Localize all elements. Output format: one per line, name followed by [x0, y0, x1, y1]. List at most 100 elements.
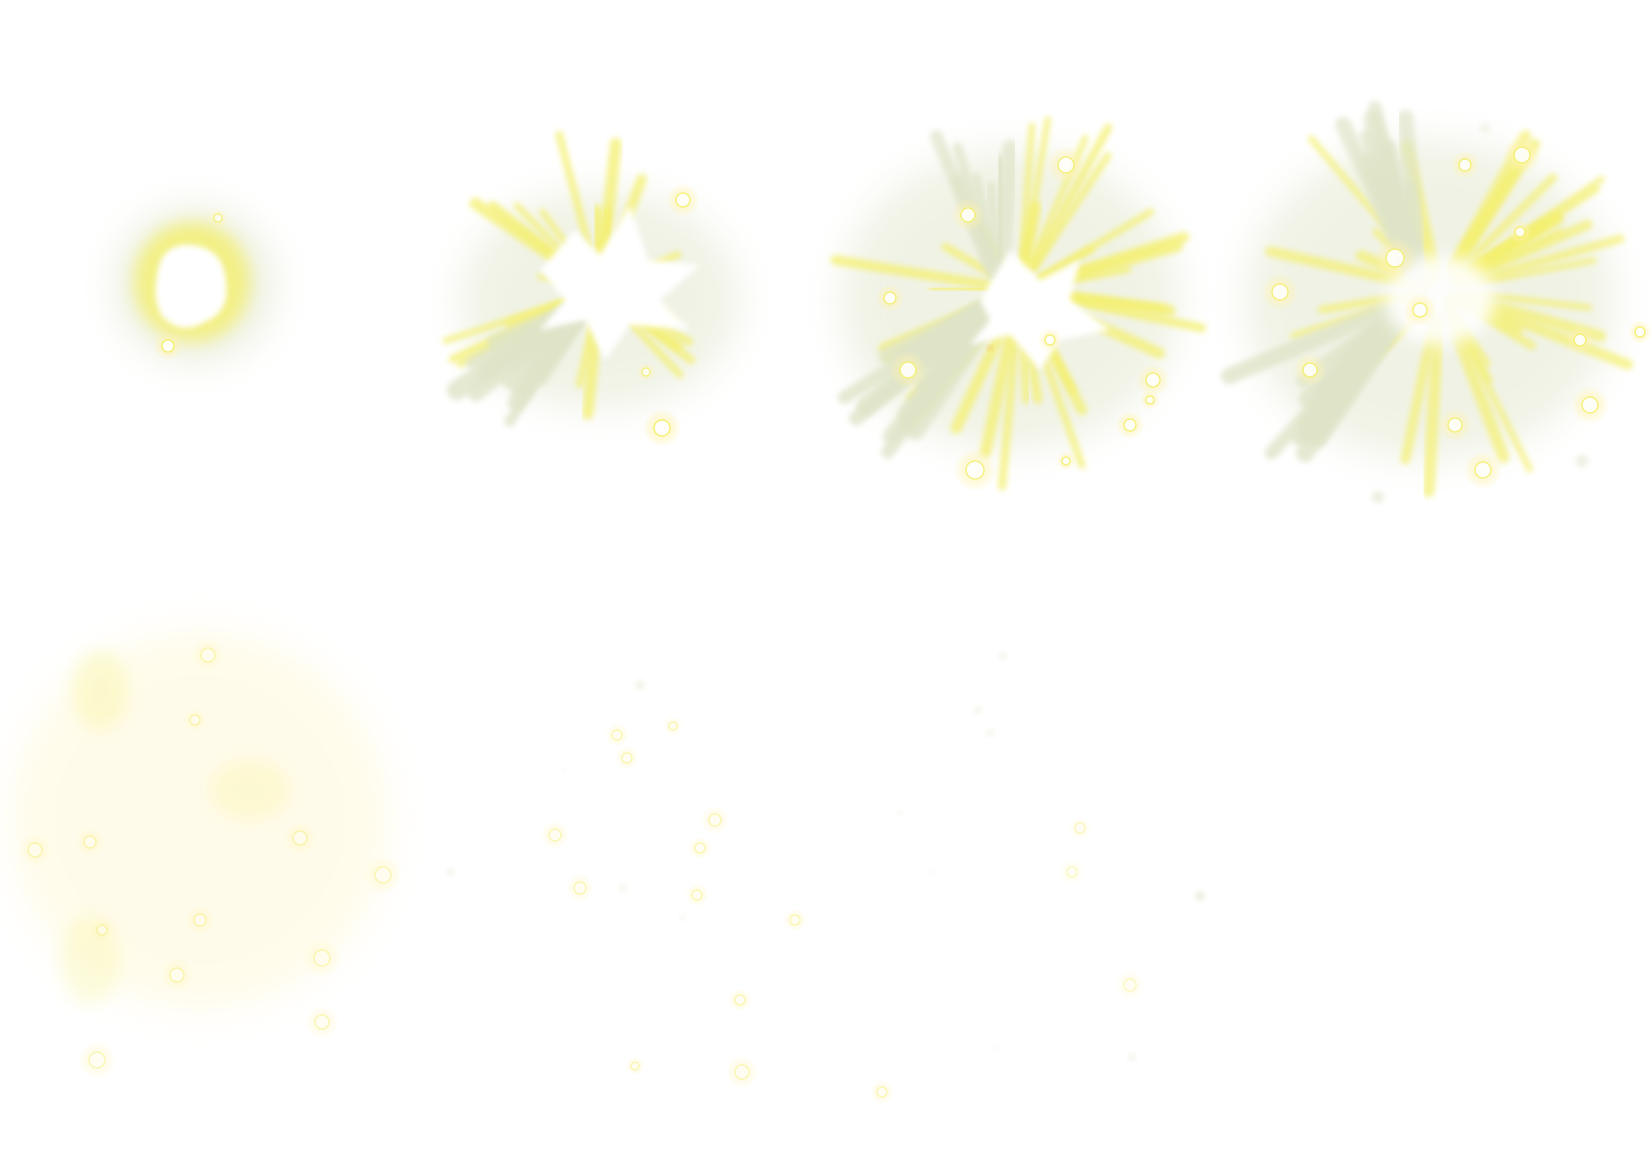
- frame-5: [10, 630, 453, 1080]
- ember: [653, 419, 671, 437]
- ember: [734, 994, 746, 1006]
- ember: [1145, 372, 1161, 388]
- spark-dot: [1195, 891, 1205, 901]
- ember-glow: [283, 821, 317, 855]
- ember: [789, 914, 801, 926]
- ember: [292, 830, 308, 846]
- ember: [1145, 395, 1155, 405]
- ember-glow: [363, 855, 403, 895]
- flame-streak: [985, 180, 1004, 280]
- spark-dot: [987, 730, 993, 736]
- ember: [1412, 302, 1428, 318]
- ember: [314, 1014, 330, 1030]
- ember: [548, 828, 562, 842]
- flame-streak: [1452, 173, 1558, 278]
- ember: [1573, 333, 1587, 347]
- ember: [88, 1051, 106, 1069]
- ember: [965, 460, 985, 480]
- ember: [161, 339, 175, 353]
- ember-glow: [783, 908, 807, 932]
- fireball-core: [155, 244, 227, 328]
- flame-streak: [881, 316, 990, 459]
- spark-dot: [993, 1046, 997, 1050]
- flame-streak: [1422, 314, 1445, 498]
- frame-3: [830, 116, 1207, 492]
- ember: [1066, 866, 1078, 878]
- ember-glow: [302, 938, 342, 978]
- flame-streak: [993, 140, 1019, 277]
- ember-glow: [1068, 816, 1092, 840]
- ember-glow: [605, 723, 629, 747]
- spark-dot: [1576, 455, 1588, 467]
- ember-glow: [160, 958, 194, 992]
- ember: [668, 721, 678, 731]
- ember-glow: [870, 1080, 894, 1104]
- ember: [1302, 362, 1318, 378]
- ember: [675, 192, 691, 208]
- ember: [213, 213, 223, 223]
- ember: [27, 842, 43, 858]
- frame-1: [115, 207, 275, 363]
- ember: [169, 967, 185, 983]
- ember: [734, 1064, 750, 1080]
- ember-glow: [305, 1005, 339, 1039]
- ember-glow: [1060, 860, 1084, 884]
- ember: [960, 207, 976, 223]
- ember-glow: [191, 638, 225, 672]
- ember: [1447, 417, 1463, 433]
- faint-flame: [72, 650, 128, 730]
- ember: [1044, 334, 1056, 346]
- faint-flame: [210, 760, 290, 820]
- ember: [1474, 461, 1492, 479]
- flame-streak: [830, 255, 998, 291]
- ember-glow: [725, 1055, 759, 1089]
- spark-dot: [447, 869, 453, 875]
- spark-dot: [898, 811, 902, 815]
- ember-glow: [75, 827, 105, 857]
- ember: [1271, 283, 1289, 301]
- flame-streak: [1221, 303, 1391, 385]
- ember-glow: [540, 820, 570, 850]
- ember-glow: [185, 905, 215, 935]
- flame-streak: [1462, 234, 1625, 287]
- ember-glow: [1115, 970, 1145, 1000]
- frame-6: [540, 681, 894, 1104]
- ember: [630, 1061, 640, 1071]
- flame-streak: [1029, 123, 1113, 270]
- spark-dot: [680, 916, 684, 920]
- spark-dot: [988, 346, 992, 350]
- spark-dot: [636, 681, 644, 689]
- spark-dot: [1000, 653, 1006, 659]
- ember-glow: [663, 716, 683, 736]
- flame-streak: [1042, 291, 1207, 333]
- fireball-core: [970, 250, 1110, 370]
- ember-glow: [565, 873, 595, 903]
- ember-glow: [615, 746, 639, 770]
- ember-glow: [700, 805, 730, 835]
- ember: [1458, 158, 1472, 172]
- ember: [691, 889, 703, 901]
- frame-4: [1221, 100, 1652, 503]
- ember: [1123, 978, 1137, 992]
- ember: [189, 714, 201, 726]
- spark-dot: [561, 768, 565, 772]
- ember: [621, 752, 633, 764]
- ember-glow: [728, 988, 752, 1012]
- ember: [83, 835, 97, 849]
- spark-dot: [620, 885, 626, 891]
- ember-glow: [688, 836, 712, 860]
- ember: [1057, 156, 1075, 174]
- spark-dot: [975, 707, 981, 713]
- ember: [694, 842, 706, 854]
- ember: [876, 1086, 888, 1098]
- ember: [1061, 456, 1071, 466]
- ember: [1514, 226, 1526, 238]
- ember-glow: [625, 1056, 645, 1076]
- spark-dot: [1129, 1054, 1135, 1060]
- ember: [1385, 248, 1405, 268]
- flame-streak: [979, 308, 1021, 458]
- ember: [1074, 822, 1086, 834]
- ember: [573, 881, 587, 895]
- ember: [200, 647, 216, 663]
- ember: [641, 367, 651, 377]
